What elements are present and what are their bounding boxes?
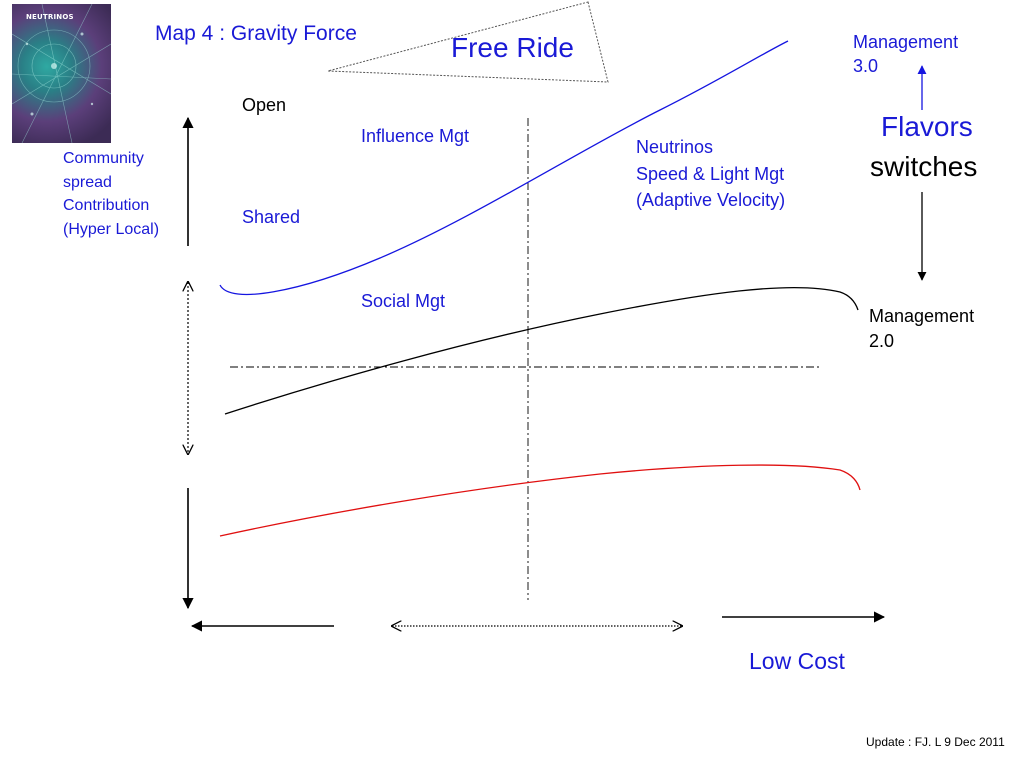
- social-mgt-label: Social Mgt: [361, 291, 446, 311]
- shared-label: Shared: [242, 207, 301, 227]
- cover-title: NEUTRINOS: [26, 13, 74, 21]
- community-line: (Hyper Local): [63, 220, 160, 238]
- flavors-label: Flavors: [881, 111, 973, 142]
- management-3-line: 3.0: [853, 56, 879, 76]
- community-line: Contribution: [63, 197, 150, 214]
- management-2-line: Management: [869, 306, 975, 326]
- community-label: Community spread Contribution (Hyper Loc…: [63, 147, 159, 241]
- low-cost-label: Low Cost: [749, 648, 845, 674]
- community-line: spread: [63, 173, 112, 191]
- neutrinos-cover-thumbnail: NEUTRINOS: [12, 4, 111, 143]
- cover-artwork: [12, 4, 111, 143]
- black-management-2-curve: [224, 286, 859, 415]
- management-3-line: Management: [853, 32, 959, 52]
- free-ride-label: Free Ride: [451, 32, 574, 63]
- map-title: Map 4 : Gravity Force: [155, 22, 357, 45]
- neutrinos-line: (Adaptive Velocity): [636, 190, 786, 210]
- management-2-label: Management 2.0: [869, 304, 974, 354]
- free-ride-triangle: [327, 1, 609, 83]
- neutrinos-line: Speed & Light Mgt: [636, 163, 785, 184]
- influence-mgt-label: Influence Mgt: [361, 126, 470, 146]
- red-low-cost-curve: [219, 464, 861, 537]
- switches-label: switches: [870, 151, 978, 182]
- neutrinos-label: Neutrinos Speed & Light Mgt (Adaptive Ve…: [636, 134, 785, 214]
- open-label: Open: [242, 95, 287, 115]
- blue-management-3-curve: [219, 40, 789, 295]
- update-footer: Update : FJ. L 9 Dec 2011: [866, 735, 1005, 749]
- neutrinos-line: Neutrinos: [636, 137, 714, 157]
- community-line: Community: [63, 150, 144, 167]
- management-3-label: Management 3.0: [853, 30, 958, 78]
- management-2-line: 2.0: [869, 331, 895, 351]
